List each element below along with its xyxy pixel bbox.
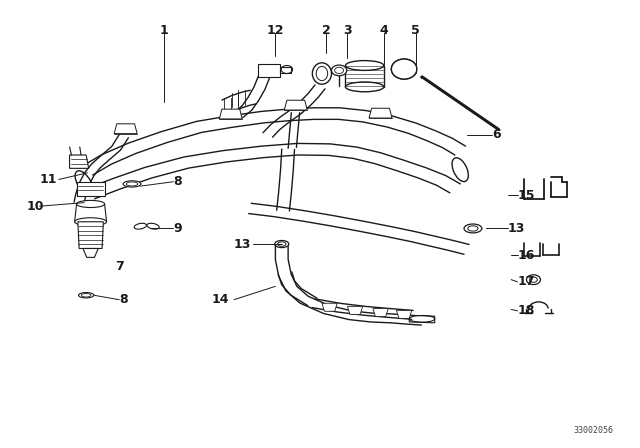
Text: 17: 17 bbox=[518, 276, 535, 289]
Ellipse shape bbox=[346, 82, 384, 92]
Polygon shape bbox=[83, 249, 99, 258]
Polygon shape bbox=[70, 155, 89, 168]
Polygon shape bbox=[78, 222, 103, 249]
Text: 16: 16 bbox=[518, 249, 535, 262]
Polygon shape bbox=[396, 310, 412, 319]
Text: 11: 11 bbox=[40, 173, 57, 186]
Text: 3: 3 bbox=[343, 24, 352, 37]
Ellipse shape bbox=[79, 293, 94, 298]
Polygon shape bbox=[369, 108, 392, 118]
Polygon shape bbox=[322, 303, 337, 311]
Ellipse shape bbox=[312, 63, 332, 84]
Text: 9: 9 bbox=[173, 222, 182, 235]
Polygon shape bbox=[346, 65, 384, 87]
Text: 10: 10 bbox=[27, 200, 44, 213]
Ellipse shape bbox=[527, 275, 540, 284]
Text: 2: 2 bbox=[322, 24, 331, 37]
Text: 13: 13 bbox=[508, 222, 525, 235]
Ellipse shape bbox=[75, 218, 106, 226]
Text: 8: 8 bbox=[173, 175, 182, 188]
Ellipse shape bbox=[392, 59, 417, 79]
Ellipse shape bbox=[134, 223, 147, 229]
Polygon shape bbox=[75, 204, 106, 222]
Text: 5: 5 bbox=[412, 24, 420, 37]
Polygon shape bbox=[284, 100, 307, 110]
Ellipse shape bbox=[464, 224, 482, 233]
Text: 7: 7 bbox=[115, 260, 124, 273]
Polygon shape bbox=[114, 124, 137, 134]
Text: 14: 14 bbox=[212, 293, 229, 306]
Text: 8: 8 bbox=[119, 293, 128, 306]
Text: 12: 12 bbox=[267, 24, 284, 37]
Text: 6: 6 bbox=[492, 129, 500, 142]
Polygon shape bbox=[220, 109, 243, 119]
Ellipse shape bbox=[346, 60, 384, 70]
Circle shape bbox=[332, 65, 347, 76]
Text: 18: 18 bbox=[518, 304, 535, 317]
Ellipse shape bbox=[77, 200, 104, 207]
Text: 33002056: 33002056 bbox=[573, 426, 613, 435]
Polygon shape bbox=[257, 64, 280, 77]
Polygon shape bbox=[280, 67, 291, 73]
Text: 15: 15 bbox=[518, 189, 535, 202]
Text: 13: 13 bbox=[234, 237, 252, 250]
Text: 4: 4 bbox=[380, 24, 388, 37]
Polygon shape bbox=[373, 309, 388, 317]
Ellipse shape bbox=[275, 241, 289, 248]
Text: 1: 1 bbox=[159, 24, 168, 37]
Ellipse shape bbox=[123, 181, 141, 187]
Polygon shape bbox=[77, 182, 104, 195]
Polygon shape bbox=[409, 315, 435, 323]
Polygon shape bbox=[348, 306, 363, 314]
Ellipse shape bbox=[147, 223, 159, 229]
